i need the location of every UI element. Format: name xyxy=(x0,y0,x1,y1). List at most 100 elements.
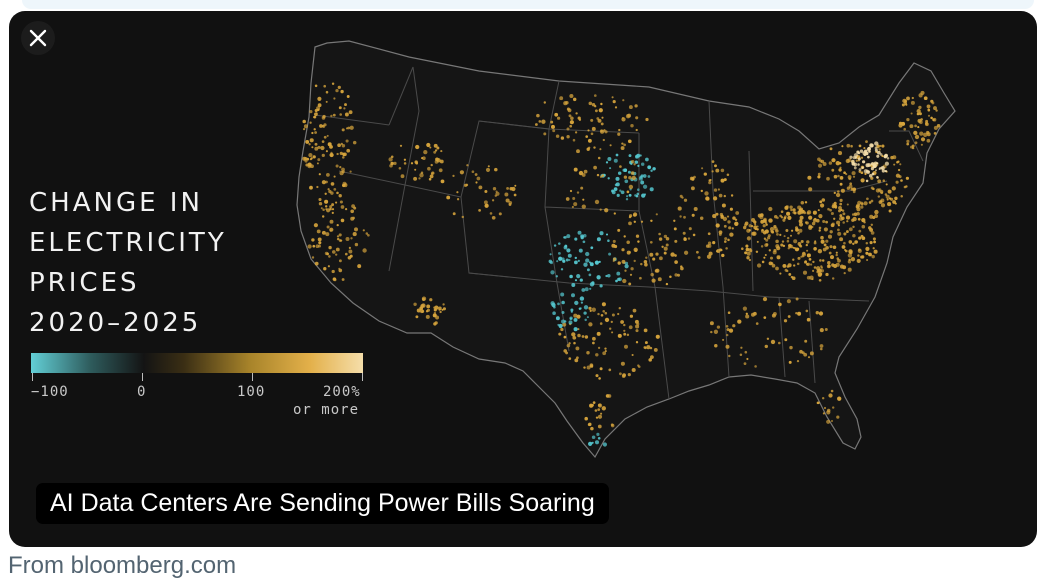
price-dot xyxy=(311,131,314,135)
price-dot xyxy=(863,201,868,206)
price-dot xyxy=(553,305,556,309)
price-dot xyxy=(315,112,318,115)
price-dot xyxy=(869,227,874,232)
link-caption[interactable]: AI Data Centers Are Sending Power Bills … xyxy=(36,483,609,524)
price-dot xyxy=(732,216,736,220)
price-dot xyxy=(342,156,345,159)
price-dot xyxy=(624,179,629,184)
price-dot xyxy=(874,169,878,172)
price-dot xyxy=(588,306,592,310)
price-dot xyxy=(615,153,619,157)
price-dot xyxy=(835,161,840,166)
price-dot xyxy=(745,244,749,248)
price-dot xyxy=(857,157,861,161)
price-dot xyxy=(491,199,495,202)
price-dot xyxy=(746,236,751,241)
price-dot xyxy=(658,256,663,261)
price-dot xyxy=(740,346,743,349)
price-dot xyxy=(887,189,892,194)
price-dot xyxy=(803,352,808,357)
price-dot xyxy=(620,361,625,366)
price-dot xyxy=(792,208,796,212)
price-dot xyxy=(893,163,896,166)
legend-label-100: 100 xyxy=(237,384,266,400)
price-dot xyxy=(683,237,687,241)
price-dot xyxy=(329,229,332,232)
price-dot xyxy=(623,175,628,179)
price-dot xyxy=(835,192,841,198)
price-dot xyxy=(309,158,312,161)
price-dot xyxy=(813,246,817,251)
price-dot xyxy=(331,250,336,254)
price-dot xyxy=(861,166,864,169)
price-dot xyxy=(634,160,639,164)
price-dot xyxy=(609,167,612,170)
price-dot xyxy=(708,180,712,185)
price-dot xyxy=(769,227,775,232)
price-dot xyxy=(413,176,418,181)
price-dot xyxy=(476,176,481,181)
price-dot xyxy=(316,185,319,189)
price-dot xyxy=(569,189,573,193)
media-card[interactable]: CHANGE IN ELECTRICITY PRICES 2020–2025 −… xyxy=(9,11,1037,547)
price-dot xyxy=(730,194,734,197)
price-dot xyxy=(846,186,851,190)
price-dot xyxy=(837,174,840,178)
price-dot xyxy=(657,277,662,282)
price-dot xyxy=(873,240,876,244)
price-dot xyxy=(440,150,443,153)
price-dot xyxy=(597,424,602,429)
price-dot xyxy=(871,254,875,259)
price-dot xyxy=(314,84,318,88)
price-dot xyxy=(720,248,723,252)
price-dot xyxy=(442,303,445,306)
price-dot xyxy=(831,263,835,267)
price-dot xyxy=(847,175,852,180)
price-dot xyxy=(583,262,588,267)
price-dot xyxy=(388,157,393,162)
price-dot xyxy=(779,214,782,218)
price-dot xyxy=(346,148,351,153)
price-dot xyxy=(345,237,350,241)
price-dot xyxy=(643,260,648,264)
price-dot xyxy=(728,328,734,333)
price-dot xyxy=(590,132,594,136)
price-dot xyxy=(786,299,791,304)
price-dot xyxy=(626,240,630,245)
price-dot xyxy=(611,243,616,248)
price-dot xyxy=(800,201,805,205)
price-dot xyxy=(551,124,555,129)
price-dot xyxy=(715,212,719,216)
price-dot xyxy=(886,198,889,201)
price-dot xyxy=(764,253,767,257)
price-dot xyxy=(673,219,676,222)
price-dot xyxy=(419,173,424,178)
close-button[interactable] xyxy=(21,21,55,55)
price-dot xyxy=(489,212,493,215)
price-dot xyxy=(559,96,564,101)
price-dot xyxy=(627,373,631,377)
price-dot xyxy=(891,186,896,191)
price-dot xyxy=(711,170,714,173)
price-dot xyxy=(427,166,431,171)
price-dot xyxy=(673,227,677,231)
price-dot xyxy=(828,393,833,398)
price-dot xyxy=(655,334,660,339)
price-dot xyxy=(570,308,574,312)
price-dot xyxy=(592,401,596,404)
price-dot xyxy=(595,353,599,357)
price-dot xyxy=(812,218,817,223)
price-dot xyxy=(746,256,750,260)
legend-label-neg100: −100 xyxy=(31,384,69,400)
price-dot xyxy=(770,262,774,265)
price-dot xyxy=(390,155,394,159)
price-dot xyxy=(628,221,632,226)
price-dot xyxy=(584,335,589,339)
price-dot xyxy=(831,204,836,209)
source-link[interactable]: From bloomberg.com xyxy=(8,552,237,579)
price-dot xyxy=(748,247,752,251)
price-dot xyxy=(590,118,594,122)
price-dot xyxy=(729,207,733,211)
price-dot xyxy=(305,139,310,144)
price-dot xyxy=(576,356,579,360)
